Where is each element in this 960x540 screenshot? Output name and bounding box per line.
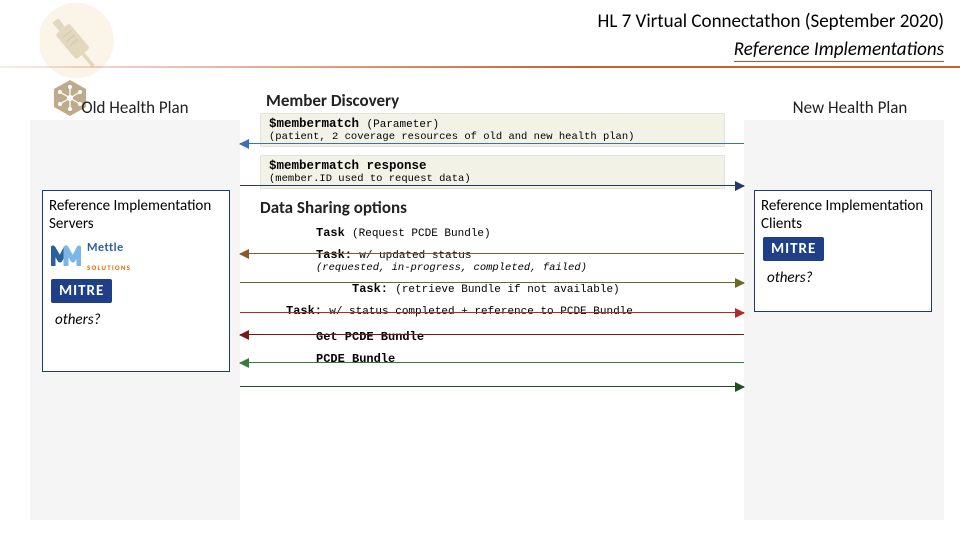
ref-clients-title: Reference Implementation Clients: [755, 191, 931, 235]
arrow-msg2: [240, 185, 744, 186]
right-panel: [744, 120, 944, 520]
msg6-main: Task:: [286, 304, 322, 318]
ref-servers-box: Reference Implementation Servers Mettle …: [42, 190, 230, 372]
header-underline: [0, 66, 960, 68]
msg4-sub: (requested, in-progress, completed, fail…: [316, 262, 725, 274]
msg-get-bundle: Get PCDE Bundle: [260, 328, 725, 346]
msg2-main: $membermatch response: [261, 156, 724, 173]
page-title-line1: HL 7 Virtual Connectathon (September 202…: [598, 10, 945, 33]
mitre-logo-text: MITRE: [51, 279, 112, 303]
msg5-note: (retrieve Bundle if not available): [395, 284, 619, 296]
msg1-main: $membermatch: [269, 117, 359, 131]
msg3-main: Task: [316, 226, 345, 240]
arrow-msg3: [240, 253, 744, 254]
msg-task-completed: Task: w/ status completed + reference to…: [260, 302, 725, 320]
msg-task-status: Task: w/ updated status (requested, in-p…: [260, 246, 725, 276]
ref-servers-title: Reference Implementation Servers: [43, 191, 229, 235]
logo-mitre-right: MITRE: [755, 235, 931, 263]
msg-bundle: PCDE Bundle: [260, 350, 725, 368]
section-data-sharing: Data Sharing options: [260, 197, 725, 218]
page-title-line2: Reference Implementations: [734, 38, 944, 62]
section-member-discovery: Member Discovery: [266, 90, 725, 111]
logo-mitre-left: MITRE: [43, 277, 229, 305]
arrow-msg8: [240, 386, 744, 387]
msg-task-request: Task (Request PCDE Bundle): [260, 224, 725, 242]
arrow-msg7: [240, 362, 744, 363]
left-panel-title: Old Health Plan: [60, 97, 210, 118]
mettle-logo-sub: SOLUTIONS: [87, 263, 131, 272]
ref-clients-box: Reference Implementation Clients MITRE o…: [754, 190, 932, 312]
msg3-note: (Request PCDE Bundle): [352, 228, 491, 240]
msg-membermatch-response: $membermatch response (member.ID used to…: [260, 155, 725, 189]
logo-mettle: Mettle SOLUTIONS: [43, 235, 229, 277]
arrow-msg1: [240, 143, 744, 144]
msg8-main: PCDE Bundle: [316, 352, 395, 366]
msg1-note: (Parameter): [367, 119, 440, 131]
mitre-logo-text-right: MITRE: [763, 237, 824, 261]
msg4-note: w/ updated status: [359, 250, 471, 262]
msg7-main: Get PCDE Bundle: [316, 330, 424, 344]
arrow-msg4: [240, 282, 744, 283]
others-left: others?: [43, 305, 229, 335]
msg5-main: Task:: [352, 282, 388, 296]
corner-syringe-icon: [40, 0, 130, 90]
right-panel-title: New Health Plan: [770, 97, 930, 118]
msg4-main: Task:: [316, 248, 352, 262]
arrow-msg5: [240, 312, 744, 313]
arrow-msg6: [240, 334, 744, 335]
others-right: others?: [755, 263, 931, 293]
msg-membermatch: $membermatch (Parameter) (patient, 2 cov…: [260, 113, 725, 147]
center-flow: Member Discovery $membermatch (Parameter…: [260, 90, 725, 520]
mettle-logo-text: Mettle: [87, 241, 124, 255]
